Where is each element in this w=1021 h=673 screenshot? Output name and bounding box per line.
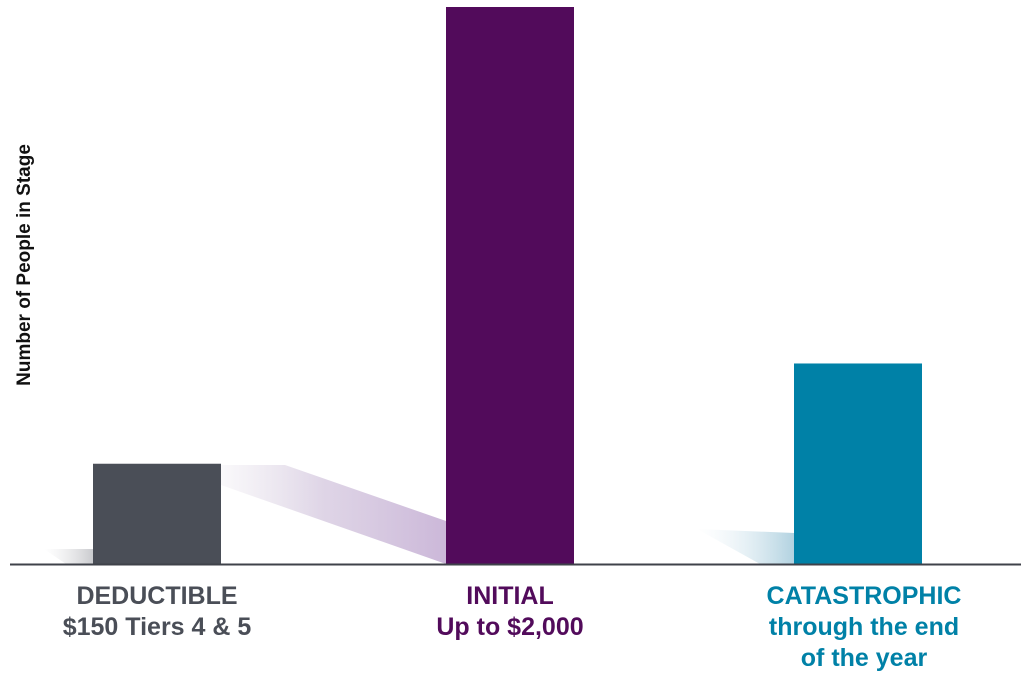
category-label-line: $150 Tiers 4 & 5: [63, 613, 252, 641]
category-label-line: Up to $2,000: [436, 613, 583, 641]
category-label-line: INITIAL: [466, 582, 554, 610]
category-label-catastrophic: CATASTROPHIC through the end of the year: [767, 582, 962, 672]
category-label-line: DEDUCTIBLE: [76, 582, 237, 610]
category-label-line: through the end: [769, 613, 959, 641]
category-label-deductible: DEDUCTIBLE $150 Tiers 4 & 5: [63, 582, 252, 641]
bar-shadow-initial: [221, 465, 446, 564]
bars: [93, 7, 922, 564]
y-axis-label: Number of People in Stage: [14, 144, 35, 386]
category-label-initial: INITIAL Up to $2,000: [436, 582, 583, 641]
bar-shadows: [44, 465, 794, 564]
bar-shadow-catastrophic: [697, 529, 794, 564]
category-label-line: CATASTROPHIC: [767, 582, 962, 610]
bar-deductible: [93, 463, 221, 564]
bar-catastrophic: [794, 363, 922, 564]
category-label-line: of the year: [801, 644, 928, 672]
bar-shadow-deductible: [44, 549, 93, 564]
bar-initial: [446, 7, 574, 564]
category-labels: DEDUCTIBLE $150 Tiers 4 & 5 INITIAL Up to $…: [63, 582, 962, 672]
